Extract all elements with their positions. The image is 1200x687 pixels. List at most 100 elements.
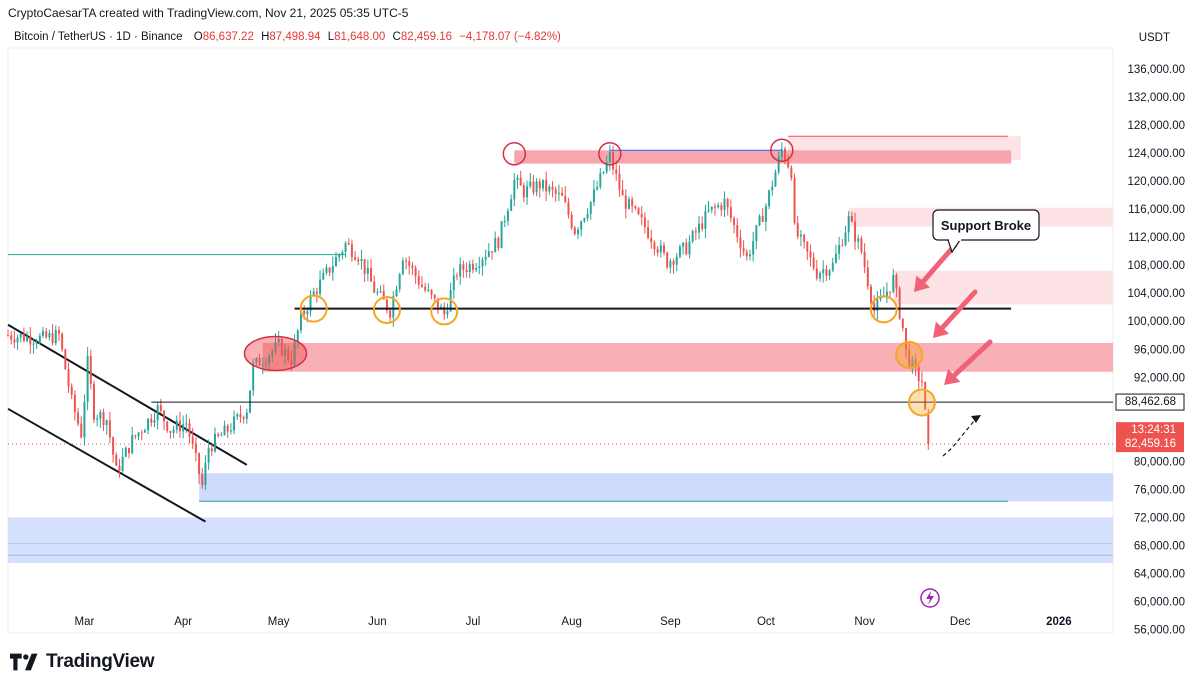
candle-body: [115, 454, 118, 466]
candle-body: [328, 267, 331, 273]
candle-body: [526, 186, 529, 198]
y-axis: 136,000.00 132,000.00 128,000.00 124,000.00…: [1127, 64, 1185, 636]
low-label: L: [327, 31, 335, 43]
symbol-legend: Bitcoin / TetherUS · 1D · Binance O86,63…: [14, 31, 565, 43]
candle-body: [414, 267, 417, 277]
candle-body: [89, 356, 92, 384]
candle-body: [822, 269, 825, 274]
candle-body: [147, 418, 150, 431]
projection-path: [942, 415, 980, 457]
candle-body: [631, 199, 634, 207]
candle-body: [914, 359, 917, 368]
candle-body: [850, 216, 853, 222]
support-arrow-1-shaft: [918, 242, 958, 287]
candle-body: [487, 251, 490, 257]
candle-body: [10, 335, 13, 340]
candle-body: [420, 284, 423, 287]
channel-lower-line: [7, 407, 206, 523]
candle-body: [150, 418, 153, 423]
candle-body: [26, 336, 29, 341]
candle-body: [729, 207, 732, 219]
current-price-tag-bg: [1116, 422, 1184, 453]
candle-body: [214, 433, 216, 452]
candle-body: [239, 414, 242, 418]
candle-body: [29, 336, 32, 345]
candle-body: [748, 254, 751, 257]
candle-body: [376, 291, 379, 293]
candle-body: [172, 429, 175, 433]
candle-body: [561, 192, 564, 196]
candle-body: [723, 198, 726, 210]
callout-box: [932, 209, 1040, 241]
candle-body: [812, 257, 815, 269]
candle-body: [191, 436, 194, 444]
y-tick-label: 112,000.00: [1128, 232, 1185, 244]
candle-body: [834, 253, 837, 263]
candle-body: [427, 289, 430, 291]
currency-label[interactable]: USDT: [1138, 32, 1170, 44]
candle-body: [277, 338, 280, 343]
candle-body: [570, 214, 573, 228]
candle-body: [64, 349, 67, 370]
candle-body: [382, 291, 385, 300]
candle-body: [618, 173, 621, 190]
y-tick-label: 60,000.00: [1134, 596, 1185, 608]
candle-body: [252, 363, 255, 391]
x-tick-label: 2026: [1046, 616, 1072, 628]
candle-body: [236, 414, 239, 417]
candle-body: [726, 198, 729, 208]
candle-body: [647, 227, 650, 238]
candle-body: [736, 225, 739, 238]
candle-body: [112, 437, 115, 455]
symbol-name[interactable]: Bitcoin / TetherUS · 1D · Binance: [14, 31, 183, 43]
candle-body: [233, 416, 236, 431]
y-tick-label: 108,000.00: [1127, 260, 1185, 272]
y-tick-label: 96,000.00: [1134, 344, 1185, 356]
candle-body: [739, 237, 742, 249]
candle-body: [38, 335, 41, 343]
candle-body: [319, 279, 322, 294]
y-tick-label: 92,000.00: [1134, 372, 1185, 384]
candle-body: [927, 414, 930, 445]
candle-body: [153, 420, 156, 423]
candle-body: [924, 381, 927, 410]
candle-body: [446, 311, 449, 315]
candle-body: [838, 244, 841, 254]
candle-body: [669, 260, 672, 268]
candle-body: [640, 214, 643, 218]
candle-body: [166, 421, 169, 432]
candle-body: [860, 238, 863, 252]
orange-highlight-circle: [895, 340, 924, 369]
channel-upper-line: [7, 323, 248, 466]
candle-body: [873, 303, 876, 312]
candle-body: [284, 349, 287, 356]
candle-body: [140, 432, 143, 434]
candle-body: [325, 267, 328, 273]
candle-body: [710, 206, 713, 210]
candle-body: [299, 310, 302, 331]
candle-body: [761, 215, 764, 222]
candle-body: [624, 195, 627, 209]
x-tick-label: Jun: [368, 616, 387, 628]
candle-body: [347, 243, 350, 245]
breakout-ellipse: [243, 335, 308, 372]
callout-text: Support Broke: [941, 218, 1031, 233]
candle-body: [583, 218, 586, 222]
support-arrow-3-shaft: [949, 339, 993, 380]
y-tick-label: 76,000.00: [1134, 484, 1185, 496]
candle-body: [389, 310, 392, 318]
candle-body: [621, 189, 624, 196]
candle-body: [892, 275, 895, 292]
x-tick-label: Apr: [174, 616, 192, 628]
candle-body: [309, 295, 312, 312]
candle-body: [226, 425, 229, 432]
candle-body: [522, 185, 525, 198]
candle-body: [577, 229, 580, 235]
orange-highlight-circle: [372, 296, 401, 325]
orange-highlight-circle: [430, 297, 459, 326]
candle-body: [541, 179, 544, 189]
candle-body: [385, 299, 388, 311]
candle-body: [312, 291, 315, 296]
candle-body: [898, 288, 901, 319]
